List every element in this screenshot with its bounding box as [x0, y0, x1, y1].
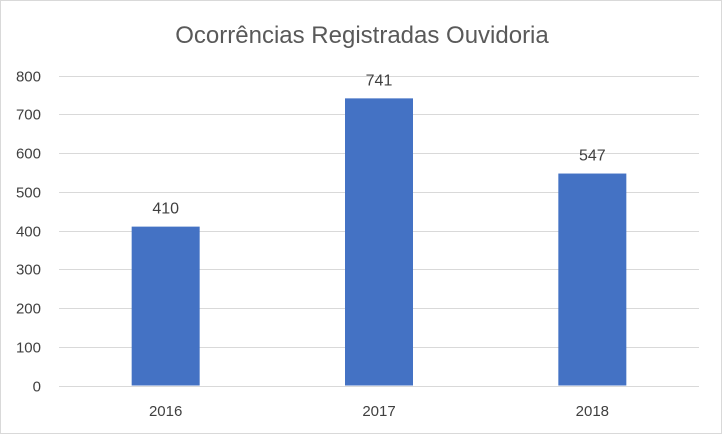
bar-2018	[558, 173, 627, 386]
x-axis-ticks: 2016 2017 2018	[149, 403, 609, 420]
y-tick-label: 200	[16, 301, 41, 318]
y-tick-label: 500	[16, 185, 41, 202]
y-tick-label: 600	[16, 146, 41, 163]
y-tick-label: 700	[16, 107, 41, 124]
y-axis-ticks: 0 100 200 300 400 500 600 700 800	[16, 69, 41, 396]
data-label-2016: 410	[152, 201, 179, 218]
y-tick-label: 400	[16, 224, 41, 241]
x-tick-label-2016: 2016	[149, 403, 182, 420]
chart-title: Ocorrências Registradas Ouvidoria	[175, 22, 549, 49]
x-tick-label-2017: 2017	[362, 403, 395, 420]
y-tick-label: 0	[33, 379, 41, 396]
x-tick-label-2018: 2018	[576, 403, 609, 420]
data-labels: 410 741 547	[152, 72, 605, 217]
bar-2017	[345, 98, 413, 386]
data-label-2017: 741	[366, 72, 393, 89]
bar-2016	[131, 226, 200, 386]
data-label-2018: 547	[579, 148, 606, 165]
bars	[131, 98, 627, 386]
y-tick-label: 100	[16, 340, 41, 357]
y-tick-label: 800	[16, 69, 41, 86]
y-tick-label: 300	[16, 262, 41, 279]
